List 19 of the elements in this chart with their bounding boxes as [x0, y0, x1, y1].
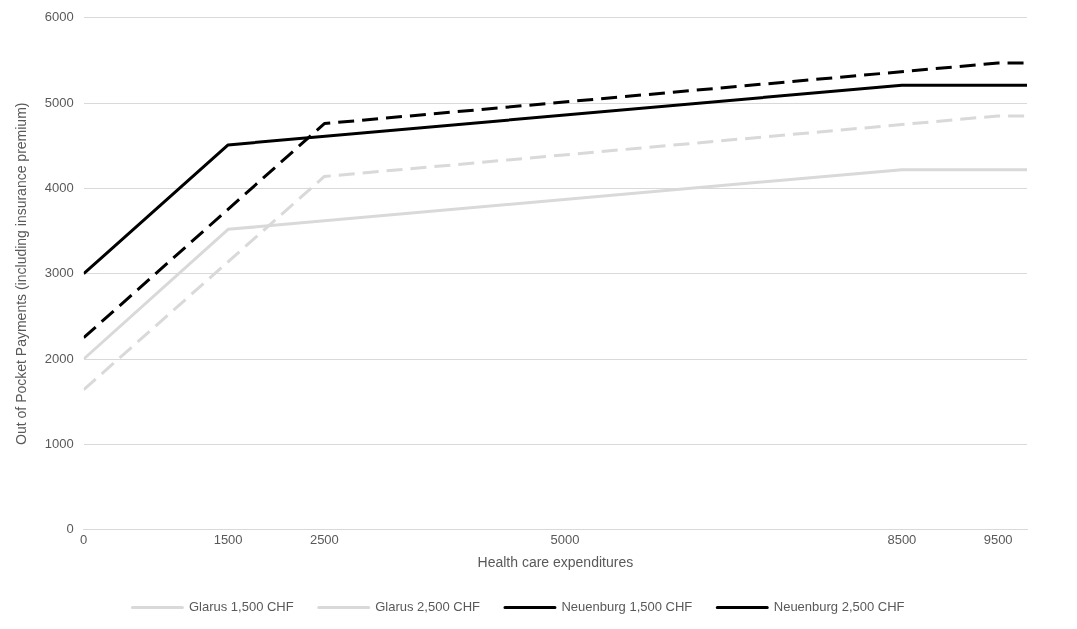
x-tick-label: 5000	[550, 531, 580, 547]
x-axis-title: Health care expenditures	[477, 554, 634, 571]
x-tick-label: 9500	[983, 531, 1013, 547]
legend-label: Neuenburg 2,500 CHF	[773, 599, 905, 615]
y-tick-label: 3000	[44, 265, 74, 281]
legend-label: Glarus 2,500 CHF	[375, 599, 481, 615]
x-tick-label: 2500	[309, 531, 339, 547]
y-tick-label: 2000	[44, 350, 74, 366]
y-axis-title: Out of Pocket Payments (including insurance premium)	[13, 102, 30, 445]
x-tick-label: 0	[80, 531, 88, 547]
legend-label: Glarus 1,500 CHF	[188, 599, 294, 615]
y-tick-label: 0	[66, 521, 74, 537]
y-tick-label: 4000	[44, 179, 74, 195]
y-tick-label: 6000	[44, 9, 74, 25]
x-tick-label: 8500	[887, 531, 917, 547]
y-tick-label: 1000	[44, 435, 74, 451]
x-tick-label: 1500	[213, 531, 243, 547]
legend-label: Neuenburg 1,500 CHF	[561, 599, 693, 615]
y-tick-label: 5000	[44, 94, 74, 110]
